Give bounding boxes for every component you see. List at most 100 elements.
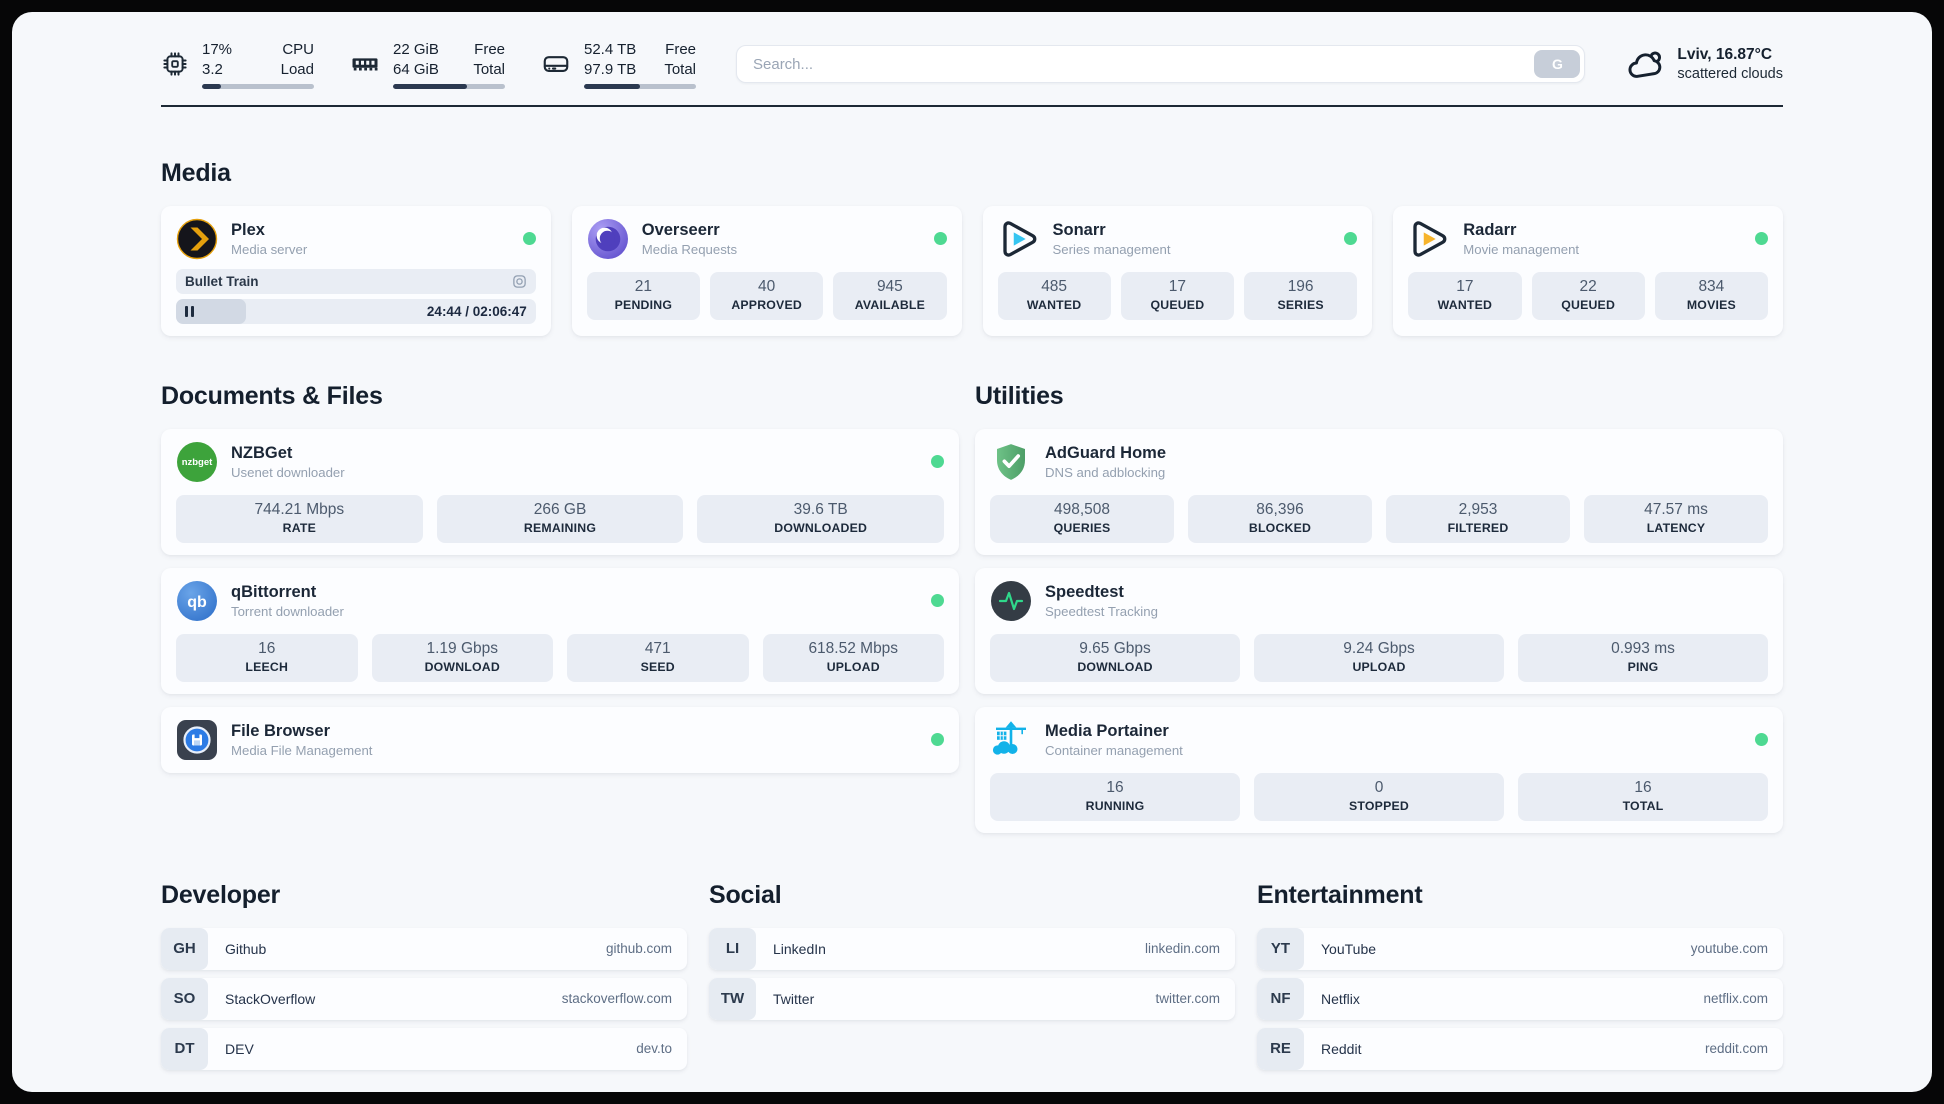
app-subtitle: Speedtest Tracking (1045, 603, 1158, 619)
app-card-radarr[interactable]: Radarr Movie management 17 WANTED 22 QUE… (1393, 205, 1783, 336)
stat-box: 9.24 Gbps UPLOAD (1254, 633, 1504, 682)
stat-value: 9.65 Gbps (1079, 639, 1151, 657)
plex-now-playing: Bullet Train 24:44 / 02:06:47 (176, 268, 536, 324)
app-card-nzbget[interactable]: nzbget NZBGet Usenet downloader 744.21 M… (161, 428, 960, 555)
app-card-plex[interactable]: Plex Media server Bullet Train (161, 205, 551, 336)
stat-value: 2,953 (1458, 500, 1498, 518)
bookmark-name: Github (225, 940, 267, 957)
stat-value: 9.24 Gbps (1343, 639, 1415, 657)
stat-value: 0.993 ms (1611, 639, 1675, 657)
status-dot (931, 455, 945, 469)
stat-value: 266 GB (533, 500, 587, 518)
storage-progress-bar (584, 83, 696, 89)
bookmark-name: Twitter (773, 990, 815, 1007)
bookmark-linkedin[interactable]: LI LinkedIn linkedin.com (709, 927, 1235, 970)
app-card-adguard[interactable]: AdGuard Home DNS and adblocking 498,508 … (975, 428, 1783, 555)
stat-value: 16 (258, 639, 276, 657)
now-playing-progress-row[interactable]: 24:44 / 02:06:47 (176, 298, 536, 324)
documents-column: Documents & Files nzbget NZBGet U (161, 381, 960, 833)
app-card-speedtest[interactable]: Speedtest Speedtest Tracking 9.65 Gbps D… (975, 567, 1783, 694)
storage-total: 97.9 TB (584, 60, 637, 78)
stat-label: RATE (282, 520, 317, 535)
stat-value: 196 (1287, 277, 1314, 295)
app-subtitle: Media Requests (641, 241, 738, 257)
app-subtitle: Usenet downloader (231, 464, 345, 480)
app-subtitle: Media File Management (231, 742, 373, 758)
stat-label: LATENCY (1646, 520, 1706, 535)
app-name: Speedtest (1045, 582, 1124, 601)
app-card-sonarr[interactable]: Sonarr Series management 485 WANTED 17 Q… (982, 205, 1373, 336)
bookmark-abbr: YT (1257, 927, 1304, 970)
stat-label: DOWNLOAD (424, 659, 500, 674)
bookmark-name: Netflix (1321, 990, 1360, 1007)
pause-icon (185, 305, 194, 317)
stat-label: QUERIES (1053, 520, 1111, 535)
stat-label: STOPPED (1349, 798, 1409, 813)
stat-box: 0.993 ms PING (1518, 633, 1768, 682)
memory-label-1: Free (474, 41, 505, 58)
cpu-label-2: Load (280, 60, 314, 78)
stat-label: QUEUED (1561, 297, 1616, 312)
stat-box: 16 LEECH (176, 633, 358, 682)
search-input[interactable] (736, 45, 1586, 84)
section-title-entertainment: Entertainment (1257, 880, 1423, 909)
search-engine-button[interactable]: G (1534, 50, 1581, 79)
bookmark-url: dev.to (636, 1041, 672, 1057)
section-title-utilities: Utilities (975, 381, 1064, 410)
app-card-qbittorrent[interactable]: qb qBittorrent Torrent downloader 16 LEE… (161, 567, 960, 694)
bookmark-name: StackOverflow (225, 990, 316, 1007)
weather-condition: scattered clouds (1677, 66, 1783, 83)
app-name: Overseerr (641, 220, 720, 239)
bookmark-abbr: LI (709, 927, 756, 970)
app-name: Media Portainer (1045, 721, 1169, 740)
plex-icon (176, 218, 218, 260)
app-card-overseerr[interactable]: Overseerr Media Requests 21 PENDING 40 A… (571, 205, 962, 336)
app-card-filebrowser[interactable]: File Browser Media File Management (161, 706, 960, 773)
stat-label: UPLOAD (826, 659, 880, 674)
bookmark-name: DEV (225, 1040, 254, 1057)
bookmark-stackoverflow[interactable]: SO StackOverflow stackoverflow.com (161, 977, 687, 1020)
nzbget-icon: nzbget (176, 441, 218, 483)
stat-label: DOWNLOADED (774, 520, 868, 535)
app-subtitle: Movie management (1463, 241, 1580, 257)
stat-label: WANTED (1437, 297, 1493, 312)
bookmark-reddit[interactable]: RE Reddit reddit.com (1257, 1027, 1783, 1070)
stat-value: 0 (1374, 778, 1384, 796)
memory-widget: 22 GiB 64 GiB Free Total (350, 40, 505, 89)
app-subtitle: Media server (231, 241, 308, 257)
stat-box: 744.21 Mbps RATE (176, 494, 423, 543)
stat-box: 16 RUNNING (990, 772, 1240, 821)
section-title-documents: Documents & Files (161, 381, 383, 410)
section-title-social: Social (709, 880, 782, 909)
app-name: NZBGet (231, 443, 293, 462)
stat-value: 498,508 (1053, 500, 1111, 518)
stat-box: 21 PENDING (586, 271, 700, 320)
stat-value: 39.6 TB (793, 500, 848, 518)
bookmark-url: twitter.com (1155, 991, 1220, 1007)
bookmark-youtube[interactable]: YT YouTube youtube.com (1257, 927, 1783, 970)
stat-value: 17 (1168, 277, 1186, 295)
bookmark-github[interactable]: GH Github github.com (161, 927, 687, 970)
stat-box: 40 APPROVED (710, 271, 824, 320)
stat-label: PING (1627, 659, 1659, 674)
cpu-percent: 17% (202, 41, 233, 58)
app-name: Radarr (1463, 220, 1517, 239)
stat-box: 86,396 BLOCKED (1188, 494, 1372, 543)
bookmark-name: YouTube (1321, 940, 1377, 957)
bookmark-dev[interactable]: DT DEV dev.to (161, 1027, 687, 1070)
now-playing-title-row[interactable]: Bullet Train (176, 268, 536, 294)
bookmark-abbr: TW (709, 977, 756, 1020)
bookmark-url: youtube.com (1690, 941, 1768, 957)
stat-box: 2,953 FILTERED (1386, 494, 1570, 543)
bookmark-abbr: GH (161, 927, 208, 970)
cpu-icon (161, 50, 189, 78)
bookmark-twitter[interactable]: TW Twitter twitter.com (709, 977, 1235, 1020)
app-card-portainer[interactable]: Media Portainer Container management 16 … (975, 706, 1783, 833)
stat-value: 16 (1634, 778, 1652, 796)
memory-free: 22 GiB (393, 41, 439, 58)
portainer-icon (990, 719, 1032, 761)
bookmark-abbr: SO (161, 977, 208, 1020)
bookmark-netflix[interactable]: NF Netflix netflix.com (1257, 977, 1783, 1020)
stat-box: 16 TOTAL (1518, 772, 1768, 821)
storage-free: 52.4 TB (584, 41, 637, 58)
